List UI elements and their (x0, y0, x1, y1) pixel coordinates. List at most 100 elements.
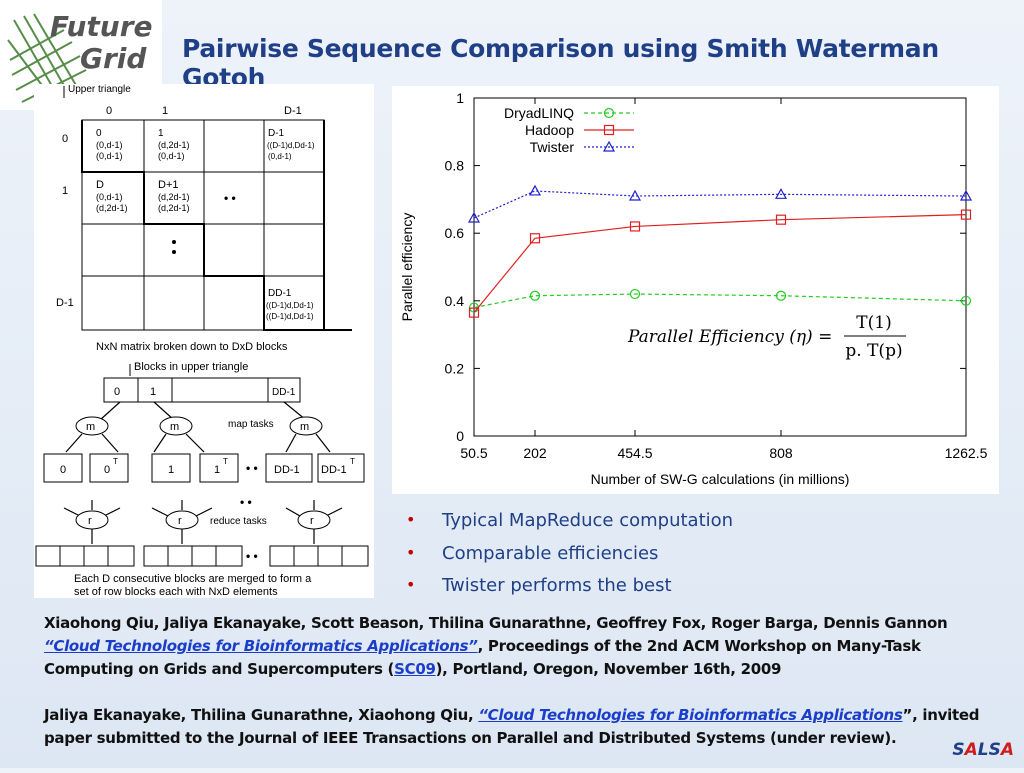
data-point (774, 188, 788, 199)
reference-1: Xiaohong Qiu, Jaliya Ekanayake, Scott Be… (44, 612, 1004, 681)
sc09-link[interactable]: SC09 (394, 660, 436, 678)
map-output-boxes (43, 453, 365, 483)
svg-text:(0,d-1): (0,d-1) (268, 152, 292, 161)
vertical-dots-icon (172, 240, 176, 254)
legend-label: Twister (530, 139, 575, 155)
svg-text:1: 1 (158, 128, 164, 139)
ref2-title-link[interactable]: “Cloud Technologies for Bioinformatics A… (478, 706, 903, 724)
data-point (775, 214, 787, 225)
legend-label: Hadoop (525, 122, 574, 138)
merge-caption-2: set of row blocks each with NxD elements (74, 586, 278, 598)
data-point (960, 209, 972, 220)
matrix-cell-33: DD-1 ((D-1)d,Dd-1) ((D-1)d,Dd-1) (266, 288, 314, 321)
x-tick-label: 50.5 (460, 445, 487, 461)
data-point (775, 290, 787, 301)
ellipsis-dots: • • (224, 191, 236, 205)
svg-text:0: 0 (96, 128, 102, 139)
data-point (529, 290, 541, 301)
grid-logo-icon: Future Grid (7, 10, 153, 105)
row-blocks (35, 545, 369, 567)
matrix-cell-10: D (0,d-1) (d,2d-1) (96, 179, 128, 213)
merge-caption-1: Each D consecutive blocks are merged to … (74, 573, 312, 585)
col-header: D-1 (284, 105, 302, 117)
smith-waterman-diagram: Upper triangle 0 1 D-1 0 1 D-1 0 (0,d-1)… (34, 84, 374, 598)
y-tick-label: 0.4 (445, 293, 465, 309)
matrix-cell-11: D+1 (d,2d-1) (d,2d-1) (158, 179, 190, 213)
ref1-title-link[interactable]: “Cloud Technologies for Bioinformatics A… (44, 637, 478, 655)
series-line (473, 214, 967, 314)
x-tick-label: 454.5 (617, 445, 652, 461)
svg-text:(d,2d-1): (d,2d-1) (158, 192, 190, 202)
row-header: 0 (62, 133, 68, 145)
plot-frame (473, 97, 967, 437)
svg-text:(d,2d-1): (d,2d-1) (158, 140, 190, 150)
data-point (529, 233, 541, 244)
svg-text:D: D (96, 179, 104, 191)
svg-text:• •: • • (240, 495, 252, 509)
data-point (960, 295, 972, 306)
svg-text:r: r (88, 515, 92, 527)
upper-triangle-outline (81, 120, 352, 331)
bullet-item: Twister performs the best (402, 575, 733, 608)
reduce-arrows (63, 500, 343, 517)
matrix-cell-03: D-1 ((D-1)d,Dd-1) (0,d-1) (267, 128, 315, 161)
svg-text:m: m (300, 421, 309, 433)
svg-text:m: m (86, 421, 95, 433)
mapreduce-diagram-svg: Upper triangle 0 1 D-1 0 1 D-1 0 (0,d-1)… (35, 84, 369, 598)
svg-text:(d,2d-1): (d,2d-1) (158, 203, 190, 213)
y-tick-label: 0 (456, 428, 464, 444)
map-output-arrows (65, 433, 331, 453)
formula-lhs: Parallel Efficiency (η) = (627, 327, 832, 347)
bullet-item: Typical MapReduce computation (402, 510, 733, 543)
y-tick-label: 0.8 (445, 158, 465, 174)
bullet-item: Comparable efficiencies (402, 543, 733, 576)
svg-text:((D-1)d,Dd-1): ((D-1)d,Dd-1) (266, 301, 314, 310)
svg-text:• •: • • (246, 461, 258, 475)
x-tick-label: 202 (523, 445, 547, 461)
svg-text:T: T (113, 457, 118, 466)
svg-text:r: r (310, 515, 314, 527)
reduce-tasks: r r r (75, 510, 331, 530)
svg-text:D-1: D-1 (268, 128, 285, 139)
x-axis-label: Number of SW-G calculations (in millions… (591, 471, 850, 487)
x-tick-label: 1262.5 (945, 445, 988, 461)
y-tick-label: 0.2 (445, 360, 465, 376)
data-point (629, 221, 641, 232)
svg-text:Future: Future (50, 10, 153, 43)
data-point (603, 107, 615, 119)
ref1-venue: , Proceedings of the 2nd ACM Workshop on… (44, 637, 921, 678)
salsa-logo: SALSA (952, 740, 1014, 760)
svg-text:1: 1 (214, 464, 220, 476)
data-point (629, 288, 641, 300)
reference-2: Jaliya Ekanayake, Thilina Gunarathne, Xi… (44, 704, 1004, 750)
data-point (528, 184, 542, 196)
x-tick-label: 808 (769, 445, 793, 461)
svg-text:(d,2d-1): (d,2d-1) (96, 203, 128, 213)
svg-text:(0,d-1): (0,d-1) (96, 192, 123, 202)
ref1-end: ), Portland, Oregon, November 16th, 2009 (435, 660, 782, 678)
reduce-tasks-label: reduce tasks (210, 516, 267, 527)
ref1-authors: Xiaohong Qiu, Jaliya Ekanayake, Scott Be… (44, 614, 948, 632)
data-point (602, 140, 616, 152)
ref2-authors: Jaliya Ekanayake, Thilina Gunarathne, Xi… (44, 706, 479, 724)
svg-text:• •: • • (246, 549, 258, 563)
data-point (959, 189, 973, 201)
svg-text:T: T (350, 457, 355, 466)
row-header: 1 (62, 185, 68, 197)
row-header: D-1 (56, 297, 74, 309)
matrix-cell-00: 0 (0,d-1) (0,d-1) (96, 128, 123, 161)
data-point (467, 211, 481, 223)
formula-numerator: T(1) (856, 313, 891, 333)
svg-text:(0,d-1): (0,d-1) (96, 140, 123, 150)
svg-text:1: 1 (168, 464, 174, 476)
series-line (473, 293, 967, 309)
formula-denominator: p. T(p) (845, 341, 902, 361)
blocks-label: Blocks in upper triangle (134, 361, 248, 373)
svg-text:((D-1)d,Dd-1): ((D-1)d,Dd-1) (266, 312, 314, 321)
map-tasks-label: map tasks (228, 419, 274, 430)
parallel-efficiency-chart: 0 0.2 0.4 0.6 0.8 1 50.5 202 454.5 808 1262.5 Numbe… (392, 86, 999, 494)
col-header: 0 (106, 105, 112, 117)
svg-text:DD-1: DD-1 (268, 288, 292, 299)
data-point (628, 189, 642, 201)
svg-text:m: m (170, 421, 179, 433)
